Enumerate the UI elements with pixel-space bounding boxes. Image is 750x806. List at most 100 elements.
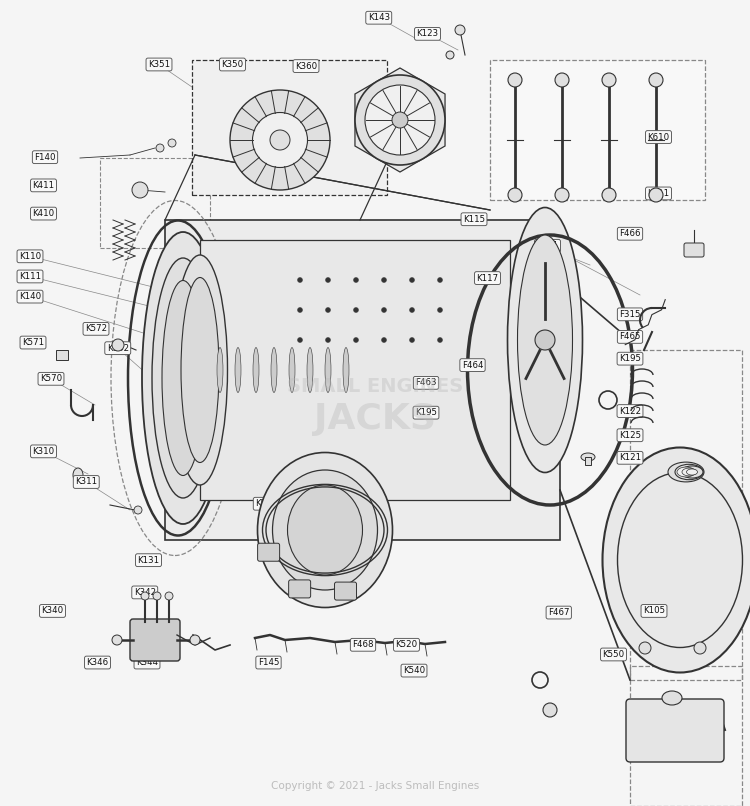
Text: K350: K350 (221, 60, 244, 69)
Bar (585, 457, 591, 465)
Ellipse shape (217, 347, 223, 393)
Text: K105: K105 (643, 606, 665, 616)
Polygon shape (165, 220, 560, 540)
Text: K123: K123 (416, 29, 439, 39)
Text: Copyright © 2021 - Jacks Small Engines: Copyright © 2021 - Jacks Small Engines (271, 781, 479, 791)
FancyBboxPatch shape (257, 543, 280, 561)
Ellipse shape (602, 447, 750, 672)
Ellipse shape (271, 347, 277, 393)
Ellipse shape (142, 232, 224, 524)
Text: K115: K115 (463, 214, 485, 224)
Text: K122: K122 (619, 406, 641, 416)
Text: F468: F468 (352, 640, 374, 650)
Circle shape (168, 139, 176, 147)
Circle shape (602, 73, 616, 87)
Circle shape (353, 308, 358, 313)
Circle shape (382, 308, 386, 313)
Text: F140: F140 (34, 152, 56, 162)
Ellipse shape (253, 113, 308, 168)
Text: F467: F467 (548, 608, 569, 617)
Ellipse shape (343, 347, 349, 393)
Text: K125: K125 (619, 430, 641, 440)
Circle shape (543, 703, 557, 717)
Circle shape (694, 642, 706, 654)
Ellipse shape (172, 255, 227, 485)
Text: K411: K411 (32, 181, 55, 190)
Ellipse shape (230, 90, 330, 190)
Text: K117: K117 (476, 273, 499, 283)
Text: K143: K143 (368, 13, 390, 23)
Ellipse shape (681, 466, 703, 478)
FancyBboxPatch shape (684, 243, 704, 257)
Ellipse shape (112, 339, 124, 351)
Text: K410: K410 (32, 209, 55, 218)
Bar (630, 666, 742, 806)
Polygon shape (200, 240, 510, 500)
Text: K360: K360 (295, 61, 317, 71)
Circle shape (141, 592, 149, 600)
Bar (56, 350, 68, 360)
FancyBboxPatch shape (626, 699, 724, 762)
Text: K311: K311 (75, 477, 98, 487)
Circle shape (508, 73, 522, 87)
Text: K571: K571 (22, 338, 44, 347)
Circle shape (165, 592, 173, 600)
Text: K110: K110 (19, 251, 41, 261)
Ellipse shape (365, 85, 435, 155)
Ellipse shape (253, 347, 259, 393)
Circle shape (270, 130, 290, 150)
Ellipse shape (355, 75, 445, 165)
Text: K540: K540 (403, 666, 425, 675)
Circle shape (649, 73, 663, 87)
Circle shape (455, 25, 465, 35)
Ellipse shape (686, 469, 698, 475)
Circle shape (326, 338, 331, 343)
Ellipse shape (518, 235, 572, 445)
Ellipse shape (289, 347, 295, 393)
Ellipse shape (181, 277, 219, 463)
Text: K111: K111 (19, 272, 41, 281)
Ellipse shape (662, 691, 682, 705)
Circle shape (437, 338, 442, 343)
Text: K141: K141 (536, 241, 559, 251)
Circle shape (353, 338, 358, 343)
Text: K570: K570 (40, 374, 62, 384)
Text: K346: K346 (86, 658, 109, 667)
Ellipse shape (73, 468, 83, 482)
Circle shape (410, 308, 415, 313)
Circle shape (555, 188, 569, 202)
Circle shape (555, 73, 569, 87)
Circle shape (298, 277, 302, 282)
Ellipse shape (257, 452, 392, 608)
Text: F464: F464 (462, 360, 483, 370)
Circle shape (535, 330, 555, 350)
Text: K572: K572 (85, 324, 107, 334)
Circle shape (602, 188, 616, 202)
FancyBboxPatch shape (192, 60, 387, 195)
Text: K195: K195 (415, 408, 437, 418)
Text: K142: K142 (106, 343, 129, 353)
Circle shape (326, 277, 331, 282)
Text: F465: F465 (620, 332, 640, 342)
Circle shape (326, 308, 331, 313)
Circle shape (508, 188, 522, 202)
Text: K121: K121 (619, 453, 641, 463)
Text: K510: K510 (255, 499, 278, 509)
Circle shape (298, 338, 302, 343)
Ellipse shape (152, 258, 214, 498)
Ellipse shape (272, 470, 377, 590)
Circle shape (353, 277, 358, 282)
Text: K340: K340 (41, 606, 64, 616)
Text: K344: K344 (136, 658, 158, 667)
Ellipse shape (235, 347, 241, 393)
Ellipse shape (307, 347, 313, 393)
Ellipse shape (675, 464, 703, 480)
Circle shape (134, 506, 142, 514)
Text: F145: F145 (258, 658, 279, 667)
Text: K351: K351 (148, 60, 170, 69)
Text: K610: K610 (647, 132, 670, 142)
Text: F463: F463 (416, 378, 436, 388)
Circle shape (437, 277, 442, 282)
Circle shape (132, 182, 148, 198)
Circle shape (392, 112, 408, 128)
